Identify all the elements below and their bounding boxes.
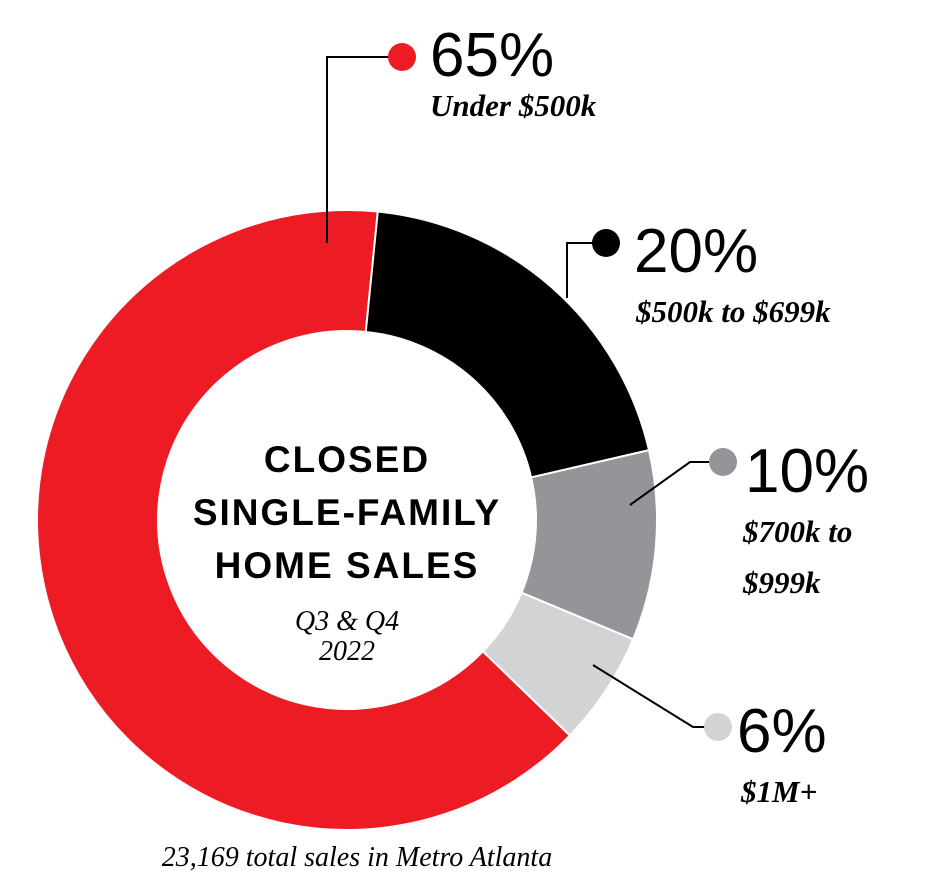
category-label: Under $500k xyxy=(430,88,597,123)
legend-dot xyxy=(709,448,737,476)
value-label: 10% xyxy=(745,437,869,506)
category-label: $500k to $699k xyxy=(636,294,831,329)
center-subtitle: Q3 & Q4 xyxy=(295,606,399,637)
legend-dot xyxy=(704,713,732,741)
category-label: $700k to $999k xyxy=(743,514,853,600)
donut-segment xyxy=(481,591,635,737)
value-label: 65% xyxy=(430,21,554,90)
footnote: 23,169 total sales in Metro Atlanta xyxy=(162,842,552,873)
center-title: HOME SALES xyxy=(215,545,480,586)
category-label: $1M+ xyxy=(741,774,818,809)
legend-dot xyxy=(388,43,416,71)
value-label: 6% xyxy=(737,697,827,766)
legend-dot xyxy=(592,229,620,257)
center-title: SINGLE-FAMILY xyxy=(193,492,501,533)
leader-line xyxy=(326,56,402,243)
donut-segment xyxy=(364,210,651,479)
donut-segment xyxy=(36,209,572,831)
value-label: 20% xyxy=(634,217,758,286)
center-subtitle: 2022 xyxy=(319,636,375,667)
center-title: CLOSED xyxy=(264,439,430,480)
